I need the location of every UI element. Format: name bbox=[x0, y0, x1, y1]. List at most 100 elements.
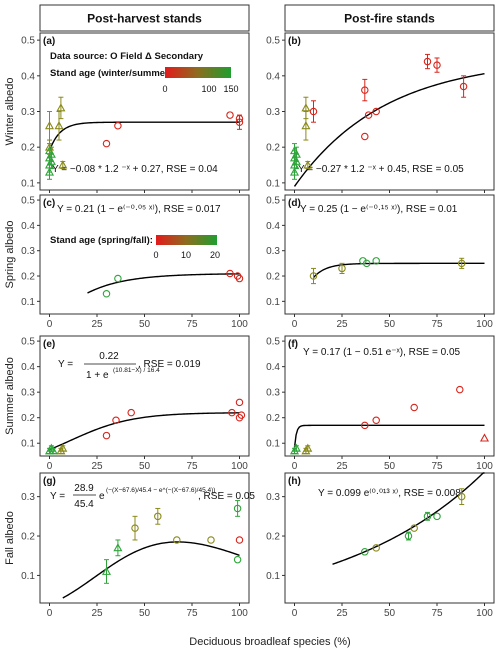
triangle-marker bbox=[48, 446, 58, 455]
y-tick-label: 0.2 bbox=[21, 143, 35, 154]
data-point bbox=[410, 524, 418, 532]
y-tick-label: 0.3 bbox=[266, 492, 280, 503]
legend-tick-1: 100 bbox=[201, 84, 216, 94]
data-point bbox=[102, 289, 111, 298]
data-point bbox=[423, 511, 432, 521]
circle-marker bbox=[226, 111, 234, 119]
triangle-marker bbox=[44, 121, 55, 130]
circle-marker bbox=[361, 548, 369, 556]
y-tick-label: 0.4 bbox=[266, 221, 280, 232]
data-point bbox=[404, 531, 413, 541]
equation-g-e: e bbox=[99, 491, 105, 502]
x-tick-label: 100 bbox=[231, 461, 248, 472]
y-tick-label: 0.2 bbox=[21, 413, 35, 424]
circle-marker bbox=[372, 257, 380, 265]
circle-marker bbox=[233, 555, 242, 564]
data-point bbox=[372, 257, 380, 265]
data-point bbox=[372, 107, 380, 116]
data-point bbox=[154, 507, 162, 525]
x-tick-label: 25 bbox=[91, 461, 103, 472]
data-point bbox=[303, 160, 313, 170]
y-tick-label: 0.2 bbox=[21, 532, 35, 543]
x-axis-label: Deciduous broadleaf species (%) bbox=[189, 636, 350, 648]
triangle-marker bbox=[303, 160, 313, 169]
triangle-marker bbox=[58, 443, 68, 452]
x-tick-label: 75 bbox=[186, 608, 198, 619]
legend-tick-2: 150 bbox=[223, 84, 238, 94]
y-tick-label: 0.1 bbox=[266, 297, 280, 308]
triangle-marker bbox=[101, 566, 112, 575]
equation-e-rse: , RSE = 0.019 bbox=[138, 359, 201, 370]
legend-spring-gradient-bar bbox=[156, 235, 217, 245]
data-point bbox=[235, 274, 244, 283]
y-tick-label: 0.3 bbox=[266, 107, 280, 118]
circle-marker bbox=[410, 403, 418, 412]
y-tick-label: 0.3 bbox=[21, 107, 35, 118]
x-tick-label: 0 bbox=[47, 319, 53, 330]
data-point bbox=[113, 539, 123, 557]
equation-e-numerator: 0.22 bbox=[99, 351, 119, 362]
header-right-box bbox=[284, 4, 495, 32]
circle-marker bbox=[235, 398, 244, 407]
plot-frame bbox=[39, 32, 250, 191]
legend-tick-0: 0 bbox=[162, 84, 167, 94]
x-tick-label: 75 bbox=[431, 461, 443, 472]
data-point bbox=[457, 488, 466, 506]
y-axis-label: Winter albedo bbox=[4, 78, 16, 146]
legend-spring-tick-0: 0 bbox=[153, 250, 158, 260]
data-point bbox=[46, 146, 56, 162]
header-left-box bbox=[39, 4, 250, 32]
x-tick-label: 25 bbox=[336, 461, 348, 472]
circle-marker bbox=[362, 259, 371, 268]
circle-marker bbox=[235, 536, 244, 544]
data-point bbox=[433, 512, 441, 521]
data-point bbox=[233, 500, 242, 517]
data-point bbox=[114, 274, 122, 283]
data-point bbox=[372, 416, 380, 425]
header-right: Post-fire stands bbox=[344, 12, 435, 26]
data-point bbox=[112, 416, 120, 425]
panel-label: (f) bbox=[288, 339, 298, 350]
triangle-marker bbox=[301, 121, 311, 130]
circle-marker bbox=[457, 259, 466, 268]
x-tick-label: 50 bbox=[384, 319, 396, 330]
triangle-marker bbox=[479, 433, 490, 442]
data-point bbox=[102, 431, 111, 440]
data-point bbox=[301, 96, 311, 120]
fitted-curve bbox=[62, 541, 240, 599]
data-point bbox=[479, 433, 490, 442]
circle-marker bbox=[309, 272, 318, 280]
x-tick-label: 100 bbox=[231, 319, 248, 330]
x-tick-label: 75 bbox=[186, 319, 198, 330]
y-tick-label: 0.1 bbox=[21, 297, 35, 308]
fitted-curve bbox=[87, 273, 240, 294]
circle-marker bbox=[433, 512, 441, 521]
x-tick-label: 0 bbox=[292, 461, 298, 472]
x-tick-label: 0 bbox=[47, 608, 53, 619]
circle-marker bbox=[131, 524, 139, 532]
y-tick-label: 0.1 bbox=[21, 178, 35, 189]
data-point bbox=[361, 132, 369, 141]
y-tick-label: 0.5 bbox=[266, 337, 280, 348]
data-point bbox=[237, 411, 246, 419]
circle-marker bbox=[338, 264, 346, 273]
equation-text: Y = 0.17 (1 − 0.51 e⁻ˣ), RSE = 0.05 bbox=[303, 347, 461, 358]
panel-label: (h) bbox=[288, 476, 301, 487]
circle-marker bbox=[228, 408, 236, 417]
equation-g-denominator: 45.4 bbox=[74, 499, 94, 510]
data-point bbox=[228, 408, 236, 417]
data-point bbox=[207, 536, 215, 544]
triangle-marker bbox=[54, 121, 64, 130]
data-point bbox=[362, 259, 371, 268]
plot-frame bbox=[39, 194, 250, 315]
data-point bbox=[48, 446, 58, 455]
panel-label: (e) bbox=[43, 339, 55, 350]
y-tick-label: 0.2 bbox=[266, 532, 280, 543]
triangle-marker bbox=[291, 149, 301, 158]
x-tick-label: 50 bbox=[384, 461, 396, 472]
y-tick-label: 0.5 bbox=[21, 196, 35, 207]
data-point bbox=[56, 96, 66, 120]
